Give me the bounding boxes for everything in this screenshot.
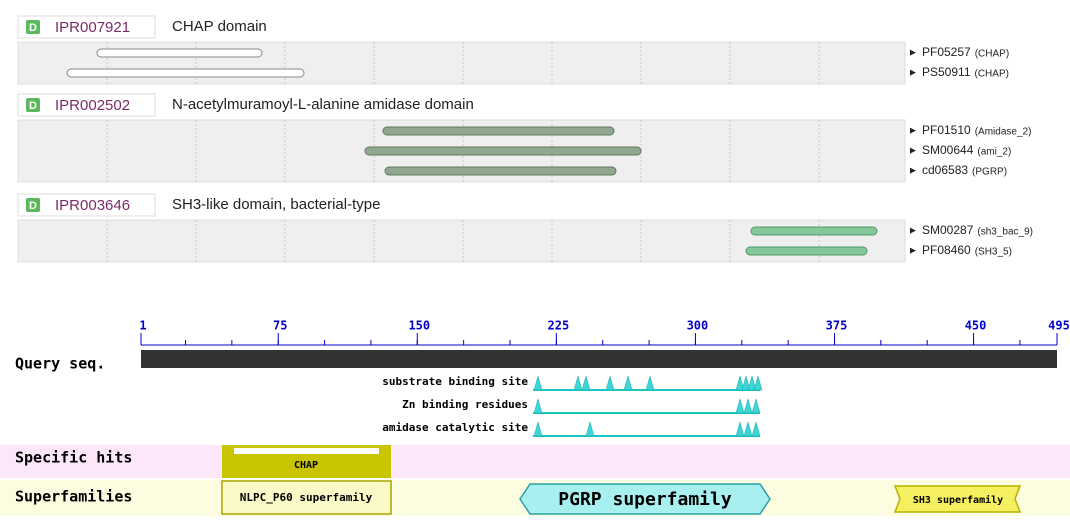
site-label: substrate binding site bbox=[382, 375, 528, 388]
signature-bar bbox=[364, 146, 642, 156]
badge bbox=[26, 98, 40, 112]
track bbox=[17, 41, 906, 85]
signature-id: PF08460 bbox=[922, 243, 971, 257]
arrow: ► bbox=[908, 48, 918, 59]
badge-text: D bbox=[29, 200, 37, 212]
signature-label: (PGRP) bbox=[972, 167, 1007, 178]
ruler-label: 300 bbox=[687, 319, 709, 333]
site-marker bbox=[735, 398, 745, 414]
accession: IPR003646 bbox=[55, 197, 130, 214]
sf-nlpc-label: NLPC_P60 superfamily bbox=[240, 491, 373, 504]
site-label: Zn binding residues bbox=[402, 398, 528, 411]
signature-label: (CHAP) bbox=[975, 69, 1009, 80]
arrow: ► bbox=[908, 146, 918, 157]
signature-label: (ami_2) bbox=[977, 147, 1011, 158]
sf-nlpc bbox=[221, 480, 392, 515]
site-marker bbox=[533, 398, 543, 414]
sf-sh3 bbox=[893, 485, 1022, 513]
accession-box bbox=[17, 193, 156, 217]
site-marker bbox=[743, 421, 753, 437]
site-marker bbox=[581, 375, 591, 391]
signature-bar bbox=[384, 166, 617, 176]
arrow: ► bbox=[908, 226, 918, 237]
ruler-label: 375 bbox=[826, 319, 848, 333]
site-marker bbox=[605, 375, 615, 391]
accession-box bbox=[17, 93, 156, 117]
site-marker bbox=[735, 421, 745, 437]
accession-box bbox=[17, 15, 156, 39]
site-marker bbox=[585, 421, 595, 437]
ruler-label: 495 bbox=[1048, 319, 1070, 333]
ruler-label: 75 bbox=[273, 319, 287, 333]
signature-label: (CHAP) bbox=[975, 49, 1009, 60]
signature-id: SM00644 bbox=[922, 143, 974, 157]
query-bar bbox=[141, 350, 1057, 368]
ruler-label: 1 bbox=[139, 319, 146, 333]
site-label: amidase catalytic site bbox=[382, 421, 528, 434]
sf-sh3-label: SH3 superfamily bbox=[913, 494, 1003, 506]
site-marker bbox=[573, 375, 583, 391]
sf-pgrp bbox=[519, 483, 771, 515]
accession: IPR002502 bbox=[55, 97, 130, 114]
site-marker bbox=[743, 398, 753, 414]
arrow: ► bbox=[908, 126, 918, 137]
signature-label: (Amidase_2) bbox=[975, 127, 1032, 138]
accession: IPR007921 bbox=[55, 19, 130, 36]
signature-id: PF05257 bbox=[922, 45, 971, 59]
signature-label: (SH3_5) bbox=[975, 247, 1012, 258]
superfamilies-label: Superfamilies bbox=[15, 488, 132, 506]
signature-id: SM00287 bbox=[922, 223, 974, 237]
signature-label: (sh3_bac_9) bbox=[977, 227, 1033, 238]
site-marker bbox=[533, 421, 543, 437]
site-marker bbox=[753, 375, 763, 391]
signature-id: PS50911 bbox=[922, 65, 971, 79]
specific-hits-label: Specific hits bbox=[15, 449, 132, 467]
site-marker bbox=[533, 375, 543, 391]
ruler-label: 225 bbox=[548, 319, 570, 333]
signature-bar bbox=[745, 246, 868, 256]
entry-name: N-acetylmuramoyl-L-alanine amidase domai… bbox=[172, 96, 474, 113]
site-marker bbox=[735, 375, 745, 391]
badge bbox=[26, 198, 40, 212]
signature-id: PF01510 bbox=[922, 123, 971, 137]
site-marker bbox=[751, 421, 761, 437]
sf-pgrp-label: PGRP superfamily bbox=[558, 489, 732, 510]
ruler-label: 150 bbox=[408, 319, 430, 333]
site-marker bbox=[741, 375, 751, 391]
specific-hits-band bbox=[0, 445, 1070, 478]
site-marker bbox=[623, 375, 633, 391]
site-marker bbox=[747, 375, 757, 391]
signature-id: cd06583 bbox=[922, 163, 968, 177]
entry-name: SH3-like domain, bacterial-type bbox=[172, 196, 380, 213]
entry-name: CHAP domain bbox=[172, 18, 267, 35]
arrow: ► bbox=[908, 166, 918, 177]
badge-text: D bbox=[29, 22, 37, 34]
hit-chap-label: CHAP bbox=[294, 460, 318, 471]
signature-bar bbox=[96, 48, 263, 58]
signature-bar bbox=[382, 126, 615, 136]
badge bbox=[26, 20, 40, 34]
site-marker bbox=[751, 398, 761, 414]
arrow: ► bbox=[908, 68, 918, 79]
hit-chap-top bbox=[234, 448, 379, 454]
badge-text: D bbox=[29, 100, 37, 112]
track bbox=[17, 219, 906, 263]
ruler-label: 450 bbox=[965, 319, 987, 333]
arrow: ► bbox=[908, 246, 918, 257]
query-label: Query seq. bbox=[15, 355, 105, 373]
site-marker bbox=[645, 375, 655, 391]
signature-bar bbox=[66, 68, 305, 78]
signature-bar bbox=[750, 226, 878, 236]
